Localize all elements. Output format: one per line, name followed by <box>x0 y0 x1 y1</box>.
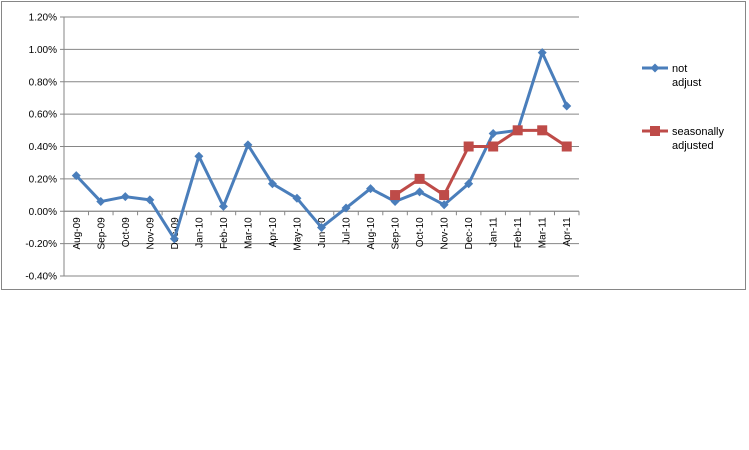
data-point <box>488 129 498 139</box>
y-tick-label: 1.00% <box>29 45 57 56</box>
series-line-2 <box>394 128 568 197</box>
legend-label: seasonally adjusted <box>672 126 724 152</box>
x-tick-labels: Aug-09 Sep-09 Oct-09 Nov-09 Dec-09 Jan-10 Feb-… <box>72 217 573 251</box>
data-point <box>537 125 548 136</box>
axes <box>60 16 580 277</box>
data-point <box>292 193 302 203</box>
y-tick-label: -0.40% <box>25 272 57 283</box>
y-tick-label: 0.00% <box>29 207 57 218</box>
data-point <box>96 197 106 207</box>
data-point <box>415 187 425 197</box>
data-point <box>341 203 351 213</box>
data-point <box>194 151 204 161</box>
data-point <box>71 171 81 181</box>
x-tick-label: Aug-09 <box>72 217 83 250</box>
data-point <box>414 173 425 184</box>
legend-marker <box>650 63 660 73</box>
series <box>71 48 572 244</box>
data-point <box>243 140 253 150</box>
x-tick-label: Sep-09 <box>96 217 107 250</box>
data-point <box>317 222 326 232</box>
y-tick-label: 0.20% <box>29 174 57 185</box>
data-point <box>488 141 499 152</box>
y-tick-labels: -0.40% -0.20% 0.00% 0.20% 0.40% 0.60% 0.80% 1.0… <box>25 13 57 283</box>
x-tick-label: Feb-11 <box>513 217 524 248</box>
x-tick-label: Apr-11 <box>562 217 573 247</box>
data-point <box>366 184 376 194</box>
data-point <box>145 195 155 205</box>
legend-marker <box>650 126 660 136</box>
x-tick-label: Oct-10 <box>415 217 426 247</box>
line-chart: -0.40% -0.20% 0.00% 0.20% 0.40% 0.60% 0.80% 1.0… <box>25 13 724 283</box>
x-tick-label: Jan-10 <box>194 217 205 248</box>
data-point <box>439 200 449 210</box>
data-point <box>562 101 572 111</box>
data-point <box>463 141 474 152</box>
legend: not adjust seasonally adjusted <box>642 63 724 152</box>
data-point <box>439 190 450 201</box>
data-point <box>390 190 401 201</box>
data-point <box>218 201 228 211</box>
x-tick-label: Jul-10 <box>342 217 353 245</box>
y-tick-label: 0.80% <box>29 77 57 88</box>
x-tick-label: Mar-10 <box>243 217 254 249</box>
data-point <box>267 179 277 189</box>
legend-label: not adjust <box>672 63 701 89</box>
x-tick-label: Oct-09 <box>121 217 132 247</box>
data-point <box>169 234 179 244</box>
data-point <box>512 125 523 136</box>
x-tick-label: Nov-10 <box>440 217 451 250</box>
data-point <box>120 192 130 202</box>
x-tick-label: Mar-11 <box>538 217 549 248</box>
x-tick-label: Apr-10 <box>268 217 279 247</box>
data-point <box>537 48 547 58</box>
x-tick-label: Aug-10 <box>366 217 377 250</box>
x-tick-label: Sep-10 <box>391 217 402 250</box>
y-tick-label: 0.40% <box>29 142 57 153</box>
x-tick-label: Jan-11 <box>489 217 500 247</box>
x-tick-label: Feb-10 <box>219 217 230 249</box>
chart-area: -0.40% -0.20% 0.00% 0.20% 0.40% 0.60% 0.80% 1.0… <box>1 1 746 290</box>
x-tick-label: Jun-10 <box>317 217 328 248</box>
data-point <box>561 141 572 152</box>
x-tick-label: Dec-10 <box>464 217 475 250</box>
x-tick-label: Nov-09 <box>145 217 156 250</box>
y-tick-label: 0.60% <box>29 110 57 121</box>
x-tick-label: May-10 <box>292 217 303 251</box>
data-point <box>464 179 474 189</box>
y-tick-label: -0.20% <box>25 239 57 250</box>
y-tick-label: 1.20% <box>29 13 57 24</box>
